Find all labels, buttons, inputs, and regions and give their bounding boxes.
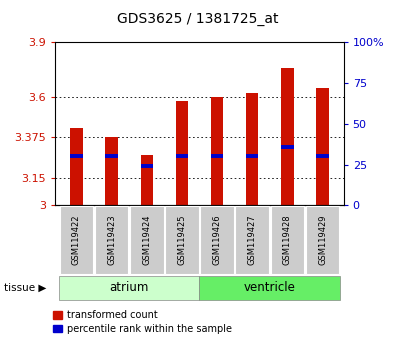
FancyBboxPatch shape [271,206,304,274]
Text: atrium: atrium [109,281,149,294]
FancyBboxPatch shape [60,206,93,274]
Text: GSM119424: GSM119424 [142,215,151,265]
Bar [281,68,293,205]
Text: GSM119423: GSM119423 [107,215,116,265]
Bar [211,97,223,205]
FancyBboxPatch shape [199,276,340,299]
Bar [105,137,118,205]
Bar [176,154,188,159]
Bar [70,127,83,205]
FancyBboxPatch shape [130,206,164,274]
Text: GDS3625 / 1381725_at: GDS3625 / 1381725_at [117,12,278,27]
Bar [141,164,153,167]
Text: GSM119429: GSM119429 [318,215,327,265]
Bar [176,101,188,205]
Bar [211,154,223,159]
Text: GSM119425: GSM119425 [177,215,186,265]
Bar [316,88,329,205]
Text: tissue ▶: tissue ▶ [4,282,46,293]
Bar [105,154,118,159]
Bar [246,154,258,159]
Text: GSM119428: GSM119428 [283,215,292,265]
FancyBboxPatch shape [95,206,128,274]
Text: GSM119426: GSM119426 [213,215,222,265]
Bar [281,144,293,149]
FancyBboxPatch shape [306,206,339,274]
Bar [316,154,329,159]
Text: GSM119427: GSM119427 [248,215,257,265]
Text: GSM119422: GSM119422 [72,215,81,265]
FancyBboxPatch shape [200,206,234,274]
FancyBboxPatch shape [235,206,269,274]
Bar [246,93,258,205]
Bar [70,154,83,159]
Text: ventricle: ventricle [244,281,296,294]
FancyBboxPatch shape [59,276,199,299]
FancyBboxPatch shape [165,206,199,274]
Bar [141,155,153,205]
Legend: transformed count, percentile rank within the sample: transformed count, percentile rank withi… [52,309,233,335]
